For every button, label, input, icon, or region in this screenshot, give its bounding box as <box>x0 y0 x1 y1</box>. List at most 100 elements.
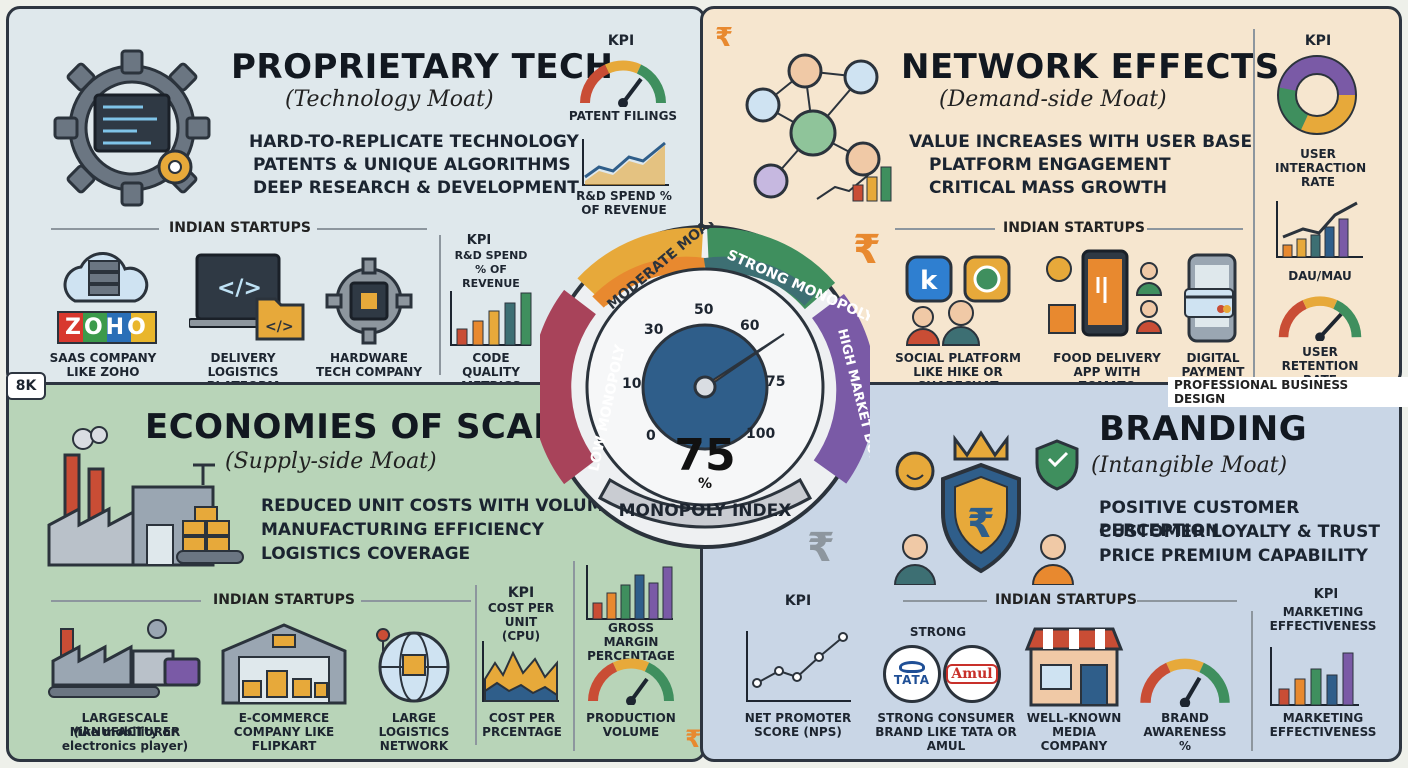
media-storefront-icon <box>1024 627 1124 707</box>
social-apps-icon: k <box>905 255 1011 346</box>
tech-kpi-bar-chart-icon <box>450 291 532 346</box>
rupee-icon-bottom: ₹ <box>685 725 702 753</box>
tata-logo-text: TATA <box>893 673 931 687</box>
network-startup-2: FOOD DELIVERY APP WITH ZOMATO <box>1053 351 1161 383</box>
segment-high-arc <box>811 293 870 484</box>
tech-startup-2: DELIVERY LOGISTICS PLATFORM <box>207 351 280 383</box>
tick-100: 100 <box>746 426 775 442</box>
brand-bullet-2: CUSTOMER LOYALTY & TRUST <box>1099 522 1380 542</box>
resolution-badge: 8K <box>6 372 46 400</box>
tick-30: 30 <box>644 322 664 338</box>
segment-strong-arc <box>707 227 836 310</box>
brand-kpi2-label: KPI <box>1313 587 1339 602</box>
brand-divider-left <box>903 600 987 602</box>
tech-kpi-box-title: R&D SPEND % OF REVENUE <box>454 249 528 290</box>
monopoly-value: 75 <box>674 430 735 481</box>
tech-startups-label: INDIAN STARTUPS <box>169 220 311 236</box>
factory-icon <box>47 426 244 567</box>
tech-subtitle: (Technology Moat) <box>285 87 494 112</box>
scale-kpi-gross-margin: GROSS MARGIN PERCENTAGE <box>587 621 675 663</box>
scale-kpi-divider <box>475 585 477 745</box>
scale-subtitle: (Supply-side Moat) <box>225 449 437 474</box>
network-bullet-3: CRITICAL MASS GROWTH <box>929 178 1167 198</box>
code-laptop-icon: </> </> <box>189 253 305 341</box>
segment-low-arc <box>540 289 597 485</box>
scale-kpi-title: COST PER UNIT (CPU) <box>487 601 555 643</box>
tech-kpi-box-label: KPI <box>466 233 492 248</box>
brand-startup-2: WELL-KNOWN MEDIA COMPANY <box>1026 711 1122 753</box>
scale-kpi-area-chart-icon <box>482 641 559 702</box>
network-nodes-icon <box>745 53 892 202</box>
rupee-icon-brand: ₹ <box>807 525 835 571</box>
tick-0: 0 <box>646 428 656 444</box>
food-delivery-phone-icon <box>1046 249 1163 337</box>
scale-bullet-1: REDUCED UNIT COSTS WITH VOLUME <box>261 496 616 516</box>
brand-divider-right <box>1137 600 1237 602</box>
brand-awareness-gauge-icon <box>1140 658 1230 707</box>
warehouse-icon <box>221 623 347 705</box>
scale-kpi-label: KPI <box>507 585 535 601</box>
network-kpi-label: KPI <box>1304 33 1332 49</box>
zoho-logo: ZOHO <box>57 311 157 344</box>
brand-strong-label: STRONG <box>909 625 967 639</box>
brand-kpi2-title: MARKETING EFFECTIVENESS <box>1269 605 1377 633</box>
scale-bullet-3: LOGISTICS COVERAGE <box>261 544 471 564</box>
rupee-icon-top: ₹ <box>715 23 734 53</box>
brand-startup-1: STRONG CONSUMER BRAND LIKE TATA or AMUL <box>875 711 1017 753</box>
manufacturer-factory-icon <box>48 619 201 698</box>
tech-bullet-3: DEEP RESEARCH & DEVELOPMENT <box>253 178 579 198</box>
tick-50: 50 <box>694 302 714 318</box>
network-kpi-divider <box>1253 29 1255 383</box>
tech-divider-right <box>317 228 427 230</box>
brand-startup-3: BRAND AWARENESS % <box>1143 711 1227 753</box>
network-kpi-gauge-icon <box>1278 296 1362 341</box>
network-title: NETWORK EFFECTS <box>901 47 1280 87</box>
network-startups-label: INDIAN STARTUPS <box>1003 220 1145 236</box>
brand-title: BRANDING <box>1099 409 1308 449</box>
brand-kpi-label: KPI <box>784 593 812 609</box>
network-subtitle: (Demand-side Moat) <box>939 87 1167 112</box>
digital-payment-phone-icon <box>1184 253 1237 343</box>
scale-startup-1: LARGESCALE MANUFACTURER <box>69 711 181 739</box>
brand-kpi-divider <box>1251 611 1253 751</box>
scale-startup-2: E-COMMERCE COMPANY LIKE FLIPKART <box>233 711 335 753</box>
tech-startup-1: SAAS COMPANY LIKE ZOHO <box>49 351 157 379</box>
tata-logo: TATA <box>883 645 941 703</box>
zoho-logo-text: ZOHO <box>57 311 157 344</box>
brand-kpi-line-chart-icon <box>746 631 851 702</box>
brand-startups-label: INDIAN STARTUPS <box>995 592 1137 608</box>
tick-75: 75 <box>766 374 785 390</box>
scale-title: ECONOMIES OF SCALE <box>145 407 580 447</box>
tech-kpi-label: KPI <box>607 33 635 49</box>
scale-bullet-2: MANUFACTURING EFFICIENCY <box>261 520 544 540</box>
scale-divider-left <box>51 600 201 602</box>
amul-logo: Amul <box>943 645 1001 703</box>
cloud-server-icon <box>63 252 149 303</box>
tech-divider-left <box>51 228 159 230</box>
network-kpi-bar-line-icon <box>1276 201 1363 258</box>
brand-kpi-nps: NET PROMOTER SCORE (NPS) <box>744 711 852 739</box>
brand-bullet-3: PRICE PREMIUM CAPABILITY <box>1099 546 1368 566</box>
scale-kpi-caption: COST PER PRCENTAGE <box>482 711 562 739</box>
needle-hub <box>693 375 717 399</box>
chip-gear-icon <box>325 257 413 345</box>
tech-kpi-divider <box>439 235 441 375</box>
network-kpi-dau-mau: DAU/MAU <box>1288 269 1352 283</box>
monopoly-index-gauge: LOW MONOPOLY MODERATE MOATS STRONG MONOP… <box>540 222 870 549</box>
network-startup-3: DIGITAL PAYMENT <box>1181 351 1245 379</box>
network-kpi-interaction: USER INTERACTION RATE <box>1275 147 1367 189</box>
brand-shield-crown-icon: ₹ <box>893 430 1079 585</box>
network-bullet-2: PLATFORM ENGAGEMENT <box>929 155 1171 175</box>
logistics-globe-icon <box>376 628 450 703</box>
scale-startup-3: LARGE LOGISTICS NETWORK <box>378 711 450 753</box>
tech-startup-3: HARDWARE TECH COMPANY <box>315 351 423 379</box>
scale-kpi-production-volume: PRODUCTION VOLUME <box>586 711 676 739</box>
amul-logo-text: Amul <box>946 664 998 684</box>
network-bullet-1: VALUE INCREASES WITH USER BASE <box>909 132 1253 152</box>
tech-gear-monitor-icon <box>53 49 211 207</box>
scale-kpi-gauge-icon <box>588 658 674 705</box>
scale-startup-1-note: (ike mobility or electronics player) <box>61 725 189 753</box>
proprietary-tech-panel: PROPRIETARY TECH (Technology Moat) HARD-… <box>6 6 706 386</box>
monopoly-unit: % <box>698 476 712 492</box>
rupee-icon-mid: ₹ <box>853 227 881 273</box>
